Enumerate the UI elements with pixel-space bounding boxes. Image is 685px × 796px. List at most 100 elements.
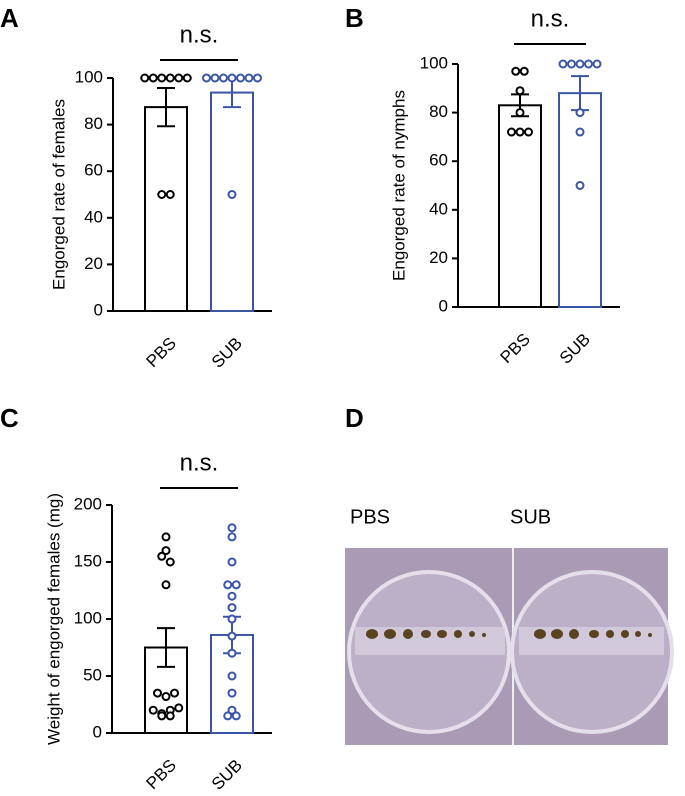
data-point — [227, 631, 237, 641]
data-point — [223, 711, 233, 721]
data-point — [174, 73, 184, 83]
data-point — [182, 73, 192, 83]
x-tick-label: PBS — [143, 756, 180, 791]
y-axis-label: Engorged rate of females — [49, 99, 68, 290]
data-point — [161, 546, 171, 556]
data-point — [165, 711, 175, 721]
data-point — [567, 59, 576, 69]
y-tick-label: 150 — [74, 551, 102, 570]
data-point — [148, 705, 158, 715]
data-point — [227, 190, 237, 199]
y-tick-label: 100 — [420, 53, 448, 72]
data-point — [153, 688, 162, 698]
data-point — [558, 59, 568, 69]
data-point — [519, 66, 529, 76]
data-point — [592, 59, 602, 69]
data-point — [227, 648, 237, 658]
data-point — [227, 688, 237, 698]
data-point — [515, 86, 525, 96]
bar — [558, 92, 602, 308]
bar — [144, 106, 188, 312]
y-axis-label: Weight of engorged females (mg) — [44, 493, 63, 745]
data-point — [227, 705, 237, 715]
data-point — [165, 73, 175, 83]
data-point — [140, 73, 150, 83]
data-point — [236, 73, 245, 83]
data-point — [219, 73, 228, 83]
data-point — [507, 127, 516, 137]
x-tick-label: SUB — [208, 334, 246, 372]
y-tick-label: 60 — [429, 151, 448, 170]
y-tick-label: 80 — [429, 102, 448, 121]
panel-label: A — [0, 3, 19, 33]
data-point — [524, 127, 533, 137]
data-point — [223, 580, 233, 590]
y-tick-label: 0 — [439, 296, 448, 315]
data-point — [157, 551, 167, 561]
data-point — [253, 73, 262, 83]
annotation: n.s. — [531, 5, 570, 32]
data-point — [174, 703, 184, 713]
data-point — [165, 190, 175, 199]
y-axis-label: Engorged rate of nymphs — [389, 90, 408, 281]
x-tick-label: SUB — [556, 330, 594, 368]
y-tick-label: 50 — [83, 665, 102, 684]
y-tick-label: 0 — [94, 300, 103, 319]
data-point — [227, 671, 237, 681]
y-tick-label: 0 — [93, 722, 102, 741]
data-point — [161, 692, 171, 702]
bar — [210, 91, 254, 312]
panel-d: D PBS SUB — [345, 403, 674, 745]
data-point — [575, 181, 585, 190]
photo-label: SUB — [510, 506, 551, 528]
y-tick-label: 40 — [84, 207, 103, 226]
x-tick-label: PBS — [497, 330, 534, 367]
photo-label: PBS — [350, 506, 390, 528]
tick-strip — [355, 627, 505, 655]
data-point — [227, 523, 237, 533]
data-point — [231, 580, 241, 590]
data-point — [157, 190, 167, 199]
data-point — [161, 532, 171, 542]
data-point — [515, 108, 525, 118]
data-point — [231, 711, 241, 721]
data-point — [157, 73, 167, 83]
data-point — [148, 73, 158, 83]
y-tick-label: 60 — [84, 161, 103, 180]
data-point — [157, 711, 167, 721]
data-point — [515, 127, 525, 137]
annotation: n.s. — [180, 21, 219, 48]
data-point — [227, 614, 237, 624]
data-point — [244, 73, 254, 83]
ticks — [366, 629, 652, 639]
y-tick-label: 40 — [429, 199, 448, 218]
data-point — [227, 73, 237, 83]
panel-label: B — [345, 3, 364, 33]
y-tick-label: 20 — [429, 248, 448, 267]
y-tick-label: 100 — [74, 608, 102, 627]
y-tick-label: 200 — [74, 494, 102, 513]
data-point — [227, 591, 237, 601]
data-point — [227, 557, 237, 567]
data-point — [584, 59, 593, 69]
data-point — [511, 66, 521, 76]
data-point — [227, 532, 237, 542]
panel-label: C — [0, 403, 19, 433]
data-point — [575, 127, 585, 137]
y-tick-label: 100 — [75, 67, 103, 86]
y-tick-label: 20 — [84, 254, 103, 273]
data-point — [170, 688, 179, 698]
y-tick-label: 80 — [84, 114, 103, 133]
data-point — [575, 59, 585, 69]
data-point — [227, 603, 237, 613]
annotation: n.s. — [180, 449, 219, 476]
data-point — [210, 73, 220, 83]
data-point — [161, 580, 171, 590]
panel-label: D — [345, 403, 364, 433]
data-point — [202, 73, 211, 83]
data-point — [575, 108, 585, 118]
data-point — [165, 557, 175, 567]
x-tick-label: PBS — [143, 334, 180, 371]
x-tick-label: SUB — [208, 756, 246, 791]
